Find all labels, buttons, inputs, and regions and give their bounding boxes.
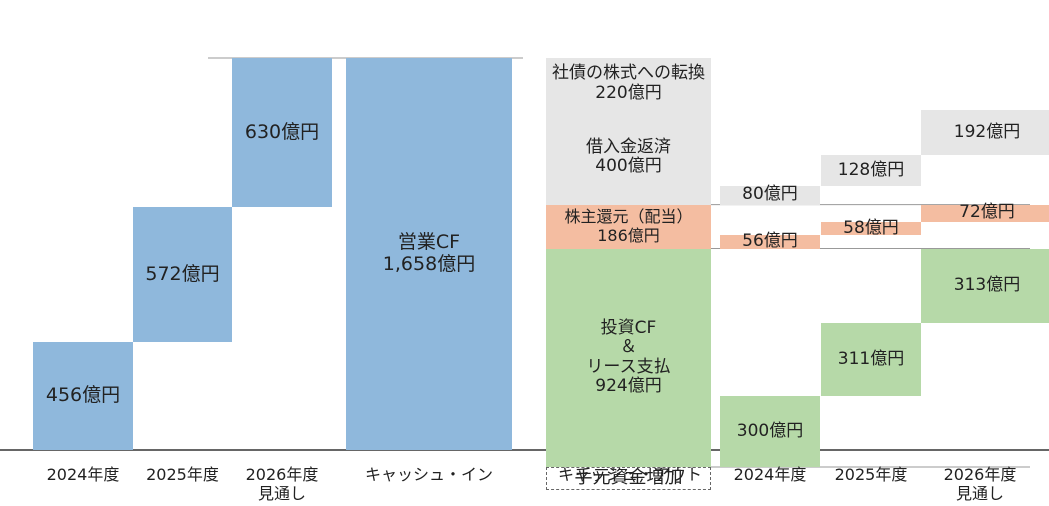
x-label-in-2: 2025年度 xyxy=(113,465,253,484)
cash-increase-box: 手元資金増加 xyxy=(546,467,711,490)
investment-3: 313億円 xyxy=(921,248,1049,323)
dividend-total-label: 186億円 xyxy=(597,225,660,245)
investment-3-label: 313億円 xyxy=(953,274,1021,295)
inflow-total-bar-label: 営業CF xyxy=(397,231,461,254)
dividend-1: 56億円 xyxy=(720,232,820,251)
repayment-3-label: 192億円 xyxy=(953,121,1021,142)
x-label-out-2: 2024年度 xyxy=(700,465,840,484)
x-label-in-1-line: 2024年度 xyxy=(46,465,120,484)
x-label-in-4-line: キャッシュ・イン xyxy=(364,465,493,484)
x-label-in-1: 2024年度 xyxy=(13,465,153,484)
inflow-bar-2: 572億円 xyxy=(133,206,232,343)
x-label-out-1-line: キャッシュ・アウト xyxy=(558,465,703,484)
investment-1: 300億円 xyxy=(720,396,820,468)
inflow-bar-2-label: 572億円 xyxy=(145,262,220,285)
repayment-1-label: 80億円 xyxy=(742,184,798,205)
investment-lease-total-label: 924億円 xyxy=(595,376,662,397)
repayment-1: 80億円 xyxy=(720,184,820,205)
investment-lease-total-label: 投資CF xyxy=(600,317,657,338)
investment-1-label: 300億円 xyxy=(736,420,804,441)
x-label-out-2-line: 2024年度 xyxy=(733,465,807,484)
inflow-bar-1-label: 456億円 xyxy=(45,384,121,407)
x-label-out-3-line: 2025年度 xyxy=(834,465,908,484)
x-label-in-2-line: 2025年度 xyxy=(146,465,219,484)
repayment-total: 借入金返済 400億円 xyxy=(546,110,711,205)
bond-conversion-total-label: 社債の株式への転換 xyxy=(552,63,705,84)
dividend-2-label: 58億円 xyxy=(843,217,899,238)
inflow-total-bar-label: 1,658億円 xyxy=(382,253,476,275)
inflow-total-bar: 営業CF 1,658億円 xyxy=(346,58,512,450)
bond-conversion-total-label: 220億円 xyxy=(595,83,662,103)
x-label-in-4: キャッシュ・イン xyxy=(359,465,499,484)
investment-2: 311億円 xyxy=(821,322,921,397)
inflow-bar-3: 630億円 xyxy=(232,58,332,207)
x-label-in-3-line: 2026年度 xyxy=(245,465,319,484)
dividend-1-label: 56億円 xyxy=(742,231,798,252)
repayment-total-label: 借入金返済 xyxy=(586,136,671,157)
x-label-in-3-line: 見通し xyxy=(257,484,306,504)
x-label-out-4-line: 2026年度 xyxy=(943,465,1017,484)
x-label-out-1: キャッシュ・アウト xyxy=(558,465,703,484)
dividend-3-label: 72億円 xyxy=(959,202,1015,223)
x-label-out-4: 2026年度 見通し xyxy=(910,465,1049,503)
dividend-3: 72億円 xyxy=(921,202,1049,223)
x-label-out-4-line: 見通し xyxy=(955,484,1004,504)
cash-increase-box-label: 手元資金増加 xyxy=(574,467,683,489)
dividend-2: 58億円 xyxy=(821,217,921,238)
inflow-bar-3-label: 630億円 xyxy=(244,120,320,143)
x-label-out-3: 2025年度 xyxy=(801,465,941,484)
inflow-bar-1: 456億円 xyxy=(33,342,133,450)
x-label-in-3: 2026年度 見通し xyxy=(212,465,352,503)
bond-conversion-total: 社債の株式への転換 220億円 xyxy=(546,58,711,110)
repayment-2: 128億円 xyxy=(821,155,921,186)
dividend-total: 株主還元（配当） 186億円 xyxy=(546,204,711,249)
repayment-total-label: 400億円 xyxy=(595,156,662,177)
dividend-total-label: 株主還元（配当） xyxy=(564,207,693,227)
investment-lease-total-label: ＆ xyxy=(620,337,637,358)
repayment-3: 192億円 xyxy=(921,110,1049,156)
repayment-2-label: 128億円 xyxy=(837,159,905,180)
investment-lease-total: 投資CF ＆リース支払 924億円 xyxy=(546,248,711,467)
investment-lease-total-label: リース支払 xyxy=(586,356,671,377)
investment-2-label: 311億円 xyxy=(837,348,905,369)
